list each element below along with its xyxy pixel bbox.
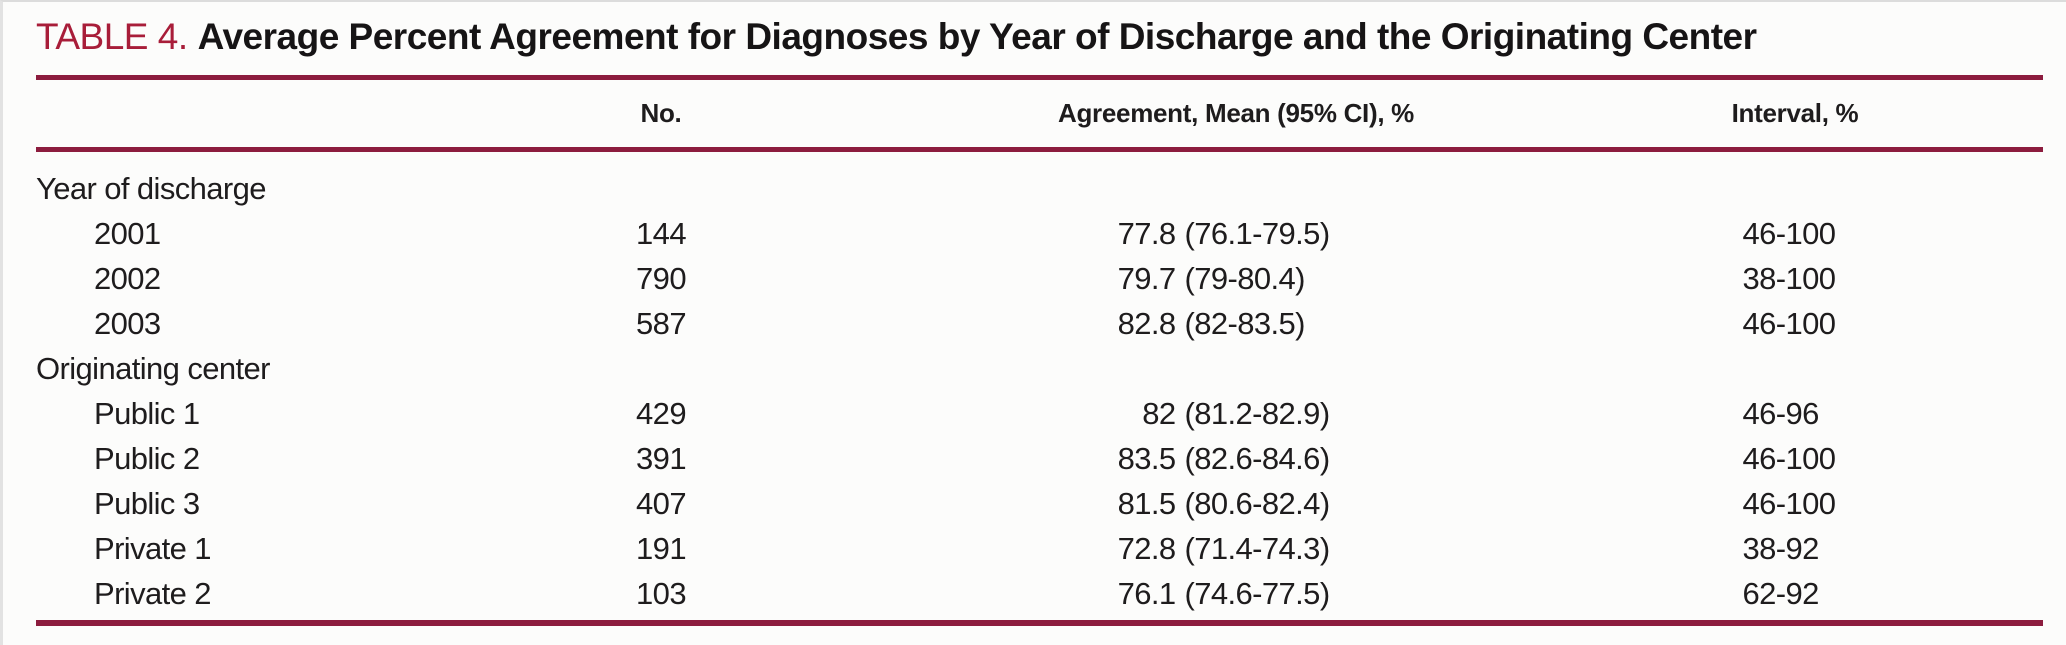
column-header-interval: Interval, % (1731, 98, 1859, 128)
column-header-agreement: Agreement, Mean (95% CI), % (1058, 98, 1414, 128)
cell-agreement: 76.1 (74.6-77.5) (786, 571, 1686, 616)
interval-value: 38-92 (1742, 531, 1820, 566)
row-label: Public 2 (94, 441, 200, 476)
interval-value: 46-100 (1742, 486, 1837, 521)
cell-agreement: 79.7 (79-80.4) (786, 256, 1686, 301)
table-header-row: No. Agreement, Mean (95% CI), % Interval… (36, 80, 2043, 147)
row-label: Public 1 (94, 396, 200, 431)
agreement-ci: (80.6-82.4) (1184, 486, 1331, 521)
table-content: TABLE 4. Average Percent Agreement for Di… (36, 2, 2043, 626)
cell-agreement: 81.5 (80.6-82.4) (786, 481, 1686, 526)
interval-value: 62-92 (1742, 576, 1820, 611)
cell-interval: 46-100 (1686, 301, 1904, 346)
agreement-mean: 72.8 (1117, 531, 1177, 566)
table-title-text: Average Percent Agreement for Diagnoses … (197, 16, 1757, 57)
cell-agreement (786, 346, 1686, 391)
agreement-ci: (81.2-82.9) (1184, 396, 1331, 431)
cell-no: 407 (636, 486, 687, 521)
cell-interval: 62-92 (1686, 571, 1904, 616)
cell-interval: 46-100 (1686, 436, 1904, 481)
agreement-ci: (79-80.4) (1184, 261, 1306, 296)
agreement-ci: (74.6-77.5) (1184, 576, 1331, 611)
row-label: Originating center (36, 351, 270, 386)
interval-value: 46-100 (1742, 306, 1837, 341)
cell-interval: 38-92 (1686, 526, 1904, 571)
agreement-mean: 76.1 (1117, 576, 1177, 611)
cell-interval: 46-100 (1686, 481, 1904, 526)
table-row: Private 2 103 76.1 (74.6-77.5) 62-92 (36, 571, 2043, 616)
agreement-mean: 79.7 (1117, 261, 1177, 296)
cell-interval (1686, 346, 1904, 391)
agreement-ci: (82.6-84.6) (1184, 441, 1331, 476)
cell-interval: 46-100 (1686, 211, 1904, 256)
interval-value: 46-96 (1742, 396, 1820, 431)
cell-no: 429 (636, 396, 687, 431)
interval-value: 46-100 (1742, 441, 1837, 476)
cell-agreement: 77.8 (76.1-79.5) (786, 211, 1686, 256)
table-caption: TABLE 4. Average Percent Agreement for Di… (36, 2, 2043, 75)
cell-agreement: 83.5 (82.6-84.6) (786, 436, 1686, 481)
cell-no: 790 (636, 261, 687, 296)
interval-value: 38-100 (1742, 261, 1837, 296)
cell-agreement: 82 (81.2-82.9) (786, 391, 1686, 436)
cell-agreement: 72.8 (71.4-74.3) (786, 526, 1686, 571)
header-rule-line (36, 147, 2043, 152)
table-row: Private 1 191 72.8 (71.4-74.3) 38-92 (36, 526, 2043, 571)
interval-value: 46-100 (1742, 216, 1837, 251)
table-row: Public 1 429 82 (81.2-82.9) 46-96 (36, 391, 2043, 436)
row-label: 2001 (94, 216, 161, 251)
agreement-ci: (76.1-79.5) (1184, 216, 1331, 251)
row-label: Public 3 (94, 486, 200, 521)
cell-no: 391 (636, 441, 687, 476)
agreement-mean: 77.8 (1117, 216, 1177, 251)
agreement-mean: 81.5 (1117, 486, 1177, 521)
table-row-group: Year of discharge (36, 166, 2043, 211)
cell-agreement: 82.8 (82-83.5) (786, 301, 1686, 346)
table-row: Public 3 407 81.5 (80.6-82.4) 46-100 (36, 481, 2043, 526)
table-row: 2002 790 79.7 (79-80.4) 38-100 (36, 256, 2043, 301)
row-label: 2003 (94, 306, 161, 341)
cell-no: 191 (636, 531, 687, 566)
cell-interval: 46-96 (1686, 391, 1904, 436)
column-header-no: No. (640, 98, 682, 128)
row-label: 2002 (94, 261, 161, 296)
table-row: 2001 144 77.8 (76.1-79.5) 46-100 (36, 211, 2043, 256)
row-label: Private 2 (94, 576, 212, 611)
table-row-group: Originating center (36, 346, 2043, 391)
table-number-label: TABLE 4. (36, 16, 188, 57)
table-row: 2003 587 82.8 (82-83.5) 46-100 (36, 301, 2043, 346)
cell-interval: 38-100 (1686, 256, 1904, 301)
table-body: Year of discharge 2001 144 77.8 (76.1-79.… (36, 152, 2043, 620)
top-rule-line (36, 75, 2043, 80)
agreement-ci: (71.4-74.3) (1184, 531, 1331, 566)
table-row: Public 2 391 83.5 (82.6-84.6) 46-100 (36, 436, 2043, 481)
cell-interval (1686, 166, 1904, 211)
cell-no: 144 (636, 216, 687, 251)
cell-agreement (786, 166, 1686, 211)
cell-no: 587 (636, 306, 687, 341)
row-label: Private 1 (94, 531, 212, 566)
agreement-mean: 82.8 (1117, 306, 1177, 341)
row-label: Year of discharge (36, 171, 267, 206)
agreement-ci: (82-83.5) (1184, 306, 1306, 341)
bottom-rule-line (36, 620, 2043, 626)
agreement-mean: 83.5 (1117, 441, 1177, 476)
agreement-mean: 82 (1142, 396, 1176, 431)
cell-no: 103 (636, 576, 687, 611)
